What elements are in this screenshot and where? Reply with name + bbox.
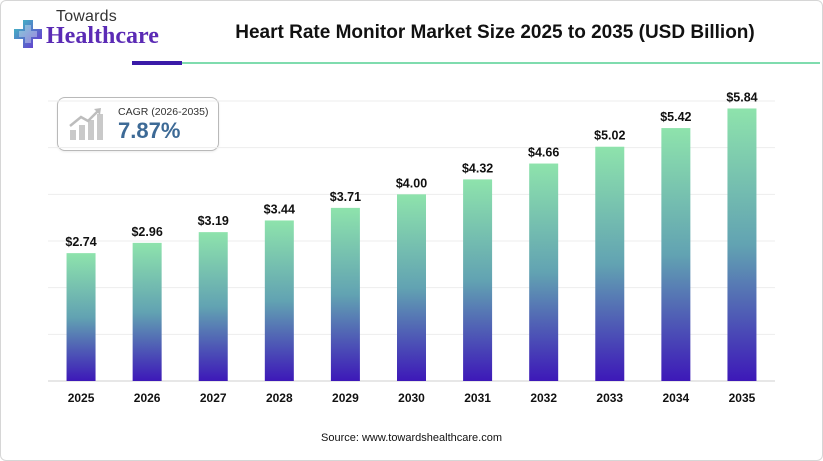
- bar-2031: [463, 179, 493, 381]
- medical-cross-icon: [14, 20, 42, 48]
- source-note: Source: www.towardshealthcare.com: [321, 432, 502, 444]
- bar-2033: [595, 146, 625, 381]
- data-label: $5.84: [726, 90, 757, 104]
- bar-2035: [727, 108, 757, 381]
- bar-2025: [66, 253, 96, 381]
- x-tick-label: 2033: [596, 391, 623, 405]
- bar-2027: [198, 232, 228, 381]
- x-tick-label: 2026: [134, 391, 161, 405]
- data-label: $4.32: [462, 161, 493, 175]
- x-tick-label: 2029: [332, 391, 359, 405]
- bar-2032: [529, 163, 559, 381]
- x-tick-label: 2027: [200, 391, 227, 405]
- title-underline-accent: [132, 61, 182, 65]
- bar-2026: [132, 242, 162, 381]
- data-label: $2.74: [65, 235, 96, 249]
- x-tick-label: 2034: [663, 391, 690, 405]
- logo-brand-text: Healthcare: [46, 23, 159, 49]
- x-tick-label: 2032: [530, 391, 557, 405]
- chart-title: Heart Rate Monitor Market Size 2025 to 2…: [235, 22, 755, 43]
- data-label: $5.02: [594, 129, 625, 143]
- logo-top-text: Towards: [56, 8, 117, 25]
- data-label: $3.71: [330, 190, 361, 204]
- cagr-callout: CAGR (2026-2035) 7.87%: [57, 97, 219, 151]
- bar-2030: [397, 194, 426, 381]
- data-label: $3.44: [264, 202, 295, 216]
- title-underline-rule: [182, 62, 820, 64]
- data-label: $2.96: [131, 225, 162, 239]
- bar-2029: [330, 207, 360, 381]
- brand-logo: Towards Healthcare: [10, 8, 160, 56]
- data-label: $3.19: [198, 214, 229, 228]
- data-label: $4.66: [528, 146, 559, 160]
- bar-2028: [264, 220, 294, 381]
- cagr-label: CAGR (2026-2035): [118, 106, 209, 118]
- x-tick-label: 2030: [398, 391, 425, 405]
- bar-2034: [661, 128, 691, 381]
- growth-chart-icon: [69, 108, 103, 140]
- x-tick-label: 2031: [464, 391, 491, 405]
- data-label: $4.00: [396, 176, 427, 190]
- x-tick-label: 2035: [729, 391, 756, 405]
- cagr-value: 7.87%: [118, 118, 181, 143]
- x-tick-label: 2028: [266, 391, 293, 405]
- data-label: $5.42: [660, 110, 691, 124]
- x-tick-label: 2025: [68, 391, 95, 405]
